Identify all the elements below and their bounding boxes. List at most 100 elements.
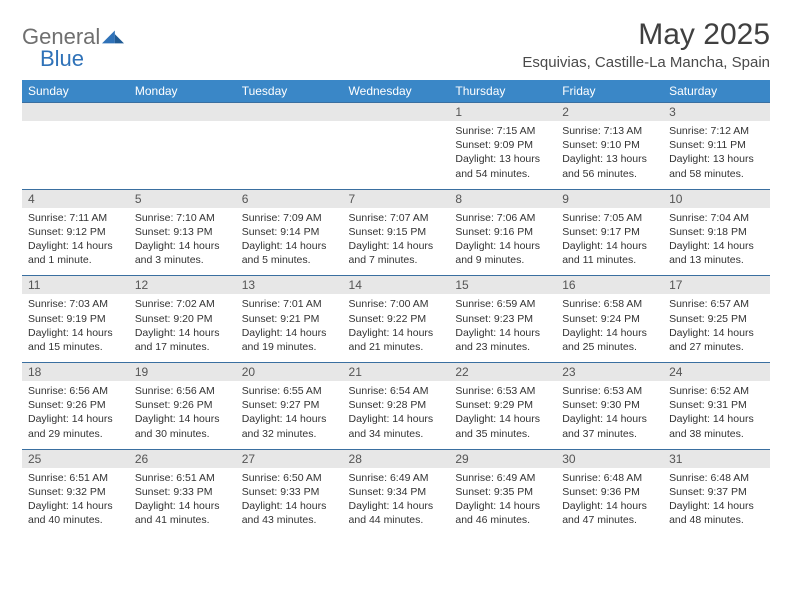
- sunrise-text: Sunrise: 6:48 AM: [669, 471, 764, 485]
- day-detail-cell: Sunrise: 6:55 AMSunset: 9:27 PMDaylight:…: [236, 381, 343, 449]
- weekday-header: Thursday: [449, 80, 556, 103]
- daylight-text: Daylight: 14 hours and 46 minutes.: [455, 499, 550, 527]
- day-detail-cell: Sunrise: 6:49 AMSunset: 9:34 PMDaylight:…: [343, 468, 450, 536]
- day-detail-cell: Sunrise: 6:58 AMSunset: 9:24 PMDaylight:…: [556, 294, 663, 362]
- day-number-cell: 3: [663, 103, 770, 122]
- sunrise-text: Sunrise: 6:50 AM: [242, 471, 337, 485]
- day-number-row: 18192021222324: [22, 363, 770, 382]
- sunset-text: Sunset: 9:21 PM: [242, 312, 337, 326]
- sunrise-text: Sunrise: 6:53 AM: [562, 384, 657, 398]
- day-number-cell: 27: [236, 449, 343, 468]
- sunrise-text: Sunrise: 7:00 AM: [349, 297, 444, 311]
- day-detail-cell: Sunrise: 7:04 AMSunset: 9:18 PMDaylight:…: [663, 208, 770, 276]
- sunrise-text: Sunrise: 6:48 AM: [562, 471, 657, 485]
- daylight-text: Daylight: 14 hours and 30 minutes.: [135, 412, 230, 440]
- brand-triangle-icon: [102, 28, 124, 44]
- daylight-text: Daylight: 14 hours and 27 minutes.: [669, 326, 764, 354]
- sunset-text: Sunset: 9:36 PM: [562, 485, 657, 499]
- day-detail-cell: Sunrise: 6:50 AMSunset: 9:33 PMDaylight:…: [236, 468, 343, 536]
- day-detail-cell: Sunrise: 6:54 AMSunset: 9:28 PMDaylight:…: [343, 381, 450, 449]
- sunset-text: Sunset: 9:09 PM: [455, 138, 550, 152]
- daylight-text: Daylight: 14 hours and 1 minute.: [28, 239, 123, 267]
- day-detail-row: Sunrise: 7:03 AMSunset: 9:19 PMDaylight:…: [22, 294, 770, 362]
- day-detail-cell: Sunrise: 6:59 AMSunset: 9:23 PMDaylight:…: [449, 294, 556, 362]
- sunset-text: Sunset: 9:22 PM: [349, 312, 444, 326]
- calendar-head: SundayMondayTuesdayWednesdayThursdayFrid…: [22, 80, 770, 103]
- daylight-text: Daylight: 14 hours and 40 minutes.: [28, 499, 123, 527]
- day-number-cell: 14: [343, 276, 450, 295]
- day-detail-cell: Sunrise: 6:51 AMSunset: 9:33 PMDaylight:…: [129, 468, 236, 536]
- sunset-text: Sunset: 9:24 PM: [562, 312, 657, 326]
- day-number-cell: 13: [236, 276, 343, 295]
- day-number-row: 11121314151617: [22, 276, 770, 295]
- day-number-cell: 12: [129, 276, 236, 295]
- day-number-cell: 10: [663, 189, 770, 208]
- sunset-text: Sunset: 9:10 PM: [562, 138, 657, 152]
- sunset-text: Sunset: 9:37 PM: [669, 485, 764, 499]
- daylight-text: Daylight: 13 hours and 54 minutes.: [455, 152, 550, 180]
- day-number-cell: 30: [556, 449, 663, 468]
- sunrise-text: Sunrise: 7:09 AM: [242, 211, 337, 225]
- sunset-text: Sunset: 9:18 PM: [669, 225, 764, 239]
- sunset-text: Sunset: 9:29 PM: [455, 398, 550, 412]
- sunset-text: Sunset: 9:20 PM: [135, 312, 230, 326]
- sunrise-text: Sunrise: 7:13 AM: [562, 124, 657, 138]
- month-title: May 2025: [522, 18, 770, 52]
- header: GeneralBlue May 2025 Esquivias, Castille…: [22, 18, 770, 72]
- day-detail-row: Sunrise: 7:15 AMSunset: 9:09 PMDaylight:…: [22, 121, 770, 189]
- day-detail-cell: [236, 121, 343, 189]
- calendar-page: GeneralBlue May 2025 Esquivias, Castille…: [0, 0, 792, 547]
- day-detail-row: Sunrise: 7:11 AMSunset: 9:12 PMDaylight:…: [22, 208, 770, 276]
- day-number-cell: [129, 103, 236, 122]
- day-detail-cell: Sunrise: 6:48 AMSunset: 9:37 PMDaylight:…: [663, 468, 770, 536]
- day-number-cell: 18: [22, 363, 129, 382]
- day-number-cell: 17: [663, 276, 770, 295]
- sunrise-text: Sunrise: 6:52 AM: [669, 384, 764, 398]
- day-number-cell: 11: [22, 276, 129, 295]
- weekday-header: Wednesday: [343, 80, 450, 103]
- sunset-text: Sunset: 9:14 PM: [242, 225, 337, 239]
- sunrise-text: Sunrise: 6:55 AM: [242, 384, 337, 398]
- sunrise-text: Sunrise: 7:15 AM: [455, 124, 550, 138]
- daylight-text: Daylight: 13 hours and 58 minutes.: [669, 152, 764, 180]
- day-number-cell: [236, 103, 343, 122]
- sunrise-text: Sunrise: 6:56 AM: [28, 384, 123, 398]
- daylight-text: Daylight: 14 hours and 29 minutes.: [28, 412, 123, 440]
- sunrise-text: Sunrise: 6:51 AM: [135, 471, 230, 485]
- sunrise-text: Sunrise: 6:54 AM: [349, 384, 444, 398]
- daylight-text: Daylight: 14 hours and 15 minutes.: [28, 326, 123, 354]
- weekday-header: Tuesday: [236, 80, 343, 103]
- day-detail-cell: [343, 121, 450, 189]
- daylight-text: Daylight: 14 hours and 35 minutes.: [455, 412, 550, 440]
- daylight-text: Daylight: 14 hours and 34 minutes.: [349, 412, 444, 440]
- day-number-cell: 5: [129, 189, 236, 208]
- sunrise-text: Sunrise: 6:53 AM: [455, 384, 550, 398]
- day-detail-cell: [129, 121, 236, 189]
- daylight-text: Daylight: 14 hours and 9 minutes.: [455, 239, 550, 267]
- day-number-cell: 7: [343, 189, 450, 208]
- daylight-text: Daylight: 14 hours and 5 minutes.: [242, 239, 337, 267]
- day-detail-cell: Sunrise: 6:53 AMSunset: 9:29 PMDaylight:…: [449, 381, 556, 449]
- sunrise-text: Sunrise: 7:01 AM: [242, 297, 337, 311]
- day-number-cell: 24: [663, 363, 770, 382]
- day-detail-cell: Sunrise: 7:15 AMSunset: 9:09 PMDaylight:…: [449, 121, 556, 189]
- day-detail-cell: Sunrise: 7:01 AMSunset: 9:21 PMDaylight:…: [236, 294, 343, 362]
- sunrise-text: Sunrise: 7:03 AM: [28, 297, 123, 311]
- day-detail-cell: Sunrise: 7:06 AMSunset: 9:16 PMDaylight:…: [449, 208, 556, 276]
- daylight-text: Daylight: 14 hours and 38 minutes.: [669, 412, 764, 440]
- day-detail-cell: Sunrise: 6:49 AMSunset: 9:35 PMDaylight:…: [449, 468, 556, 536]
- sunrise-text: Sunrise: 6:51 AM: [28, 471, 123, 485]
- day-detail-cell: Sunrise: 6:57 AMSunset: 9:25 PMDaylight:…: [663, 294, 770, 362]
- day-detail-cell: Sunrise: 7:10 AMSunset: 9:13 PMDaylight:…: [129, 208, 236, 276]
- day-detail-cell: Sunrise: 7:02 AMSunset: 9:20 PMDaylight:…: [129, 294, 236, 362]
- day-number-cell: 19: [129, 363, 236, 382]
- day-detail-cell: Sunrise: 6:52 AMSunset: 9:31 PMDaylight:…: [663, 381, 770, 449]
- sunrise-text: Sunrise: 7:10 AM: [135, 211, 230, 225]
- day-number-cell: [22, 103, 129, 122]
- day-detail-cell: Sunrise: 6:56 AMSunset: 9:26 PMDaylight:…: [22, 381, 129, 449]
- sunset-text: Sunset: 9:19 PM: [28, 312, 123, 326]
- day-number-cell: 29: [449, 449, 556, 468]
- sunset-text: Sunset: 9:12 PM: [28, 225, 123, 239]
- day-detail-cell: Sunrise: 6:56 AMSunset: 9:26 PMDaylight:…: [129, 381, 236, 449]
- sunrise-text: Sunrise: 6:57 AM: [669, 297, 764, 311]
